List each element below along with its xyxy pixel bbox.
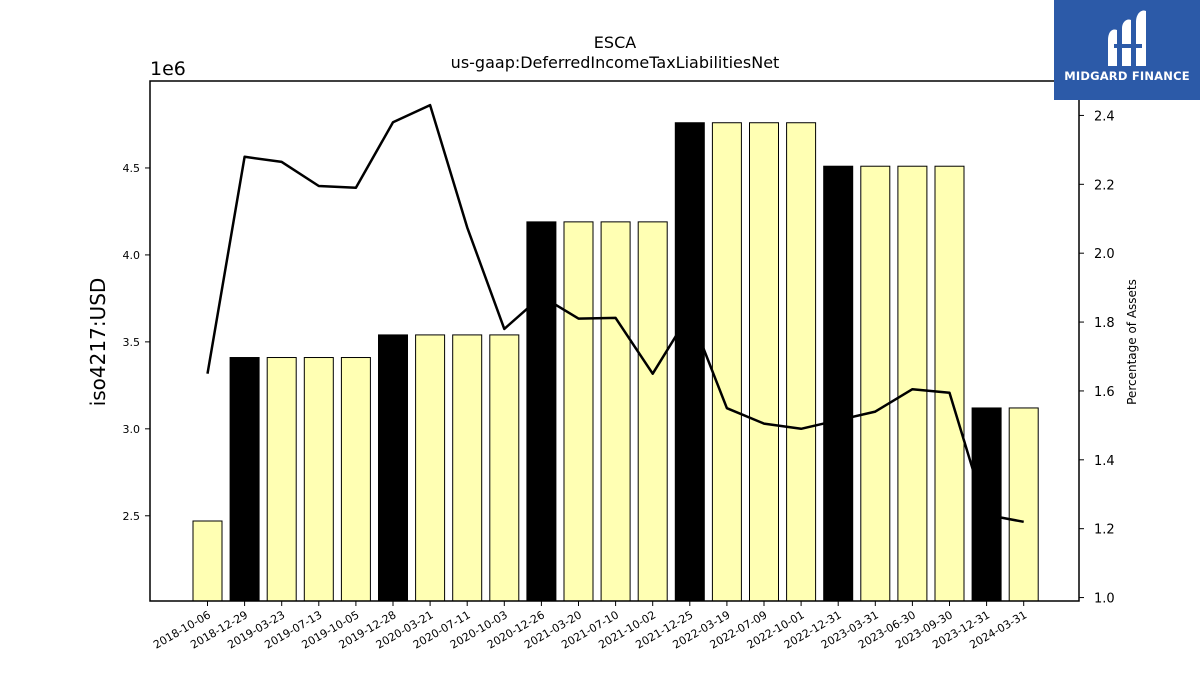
plot-frame [149,80,1080,602]
bar [452,334,483,602]
y-tick-label: 2.5 [123,510,141,523]
bar [563,221,594,602]
y-axis-label-right: Percentage of Assets [1125,279,1139,405]
logo-mark-icon [1108,10,1146,66]
y-right-tick-label: 1.6 [1094,385,1115,400]
y-right-tick-label: 1.2 [1094,523,1115,538]
logo-text: MIDGARD FINANCE [1064,69,1190,83]
bar [934,165,965,602]
y-right-tick-label: 2.0 [1094,247,1115,262]
bar [340,357,371,602]
bar [1008,407,1039,602]
bar [378,334,408,602]
chart-title: ESCA [594,33,636,52]
y-tick-label: 4.5 [123,162,141,175]
bar [489,334,520,602]
bar [415,334,446,602]
bar [192,520,223,602]
y-tick-label: 4.0 [123,249,141,262]
y-right-tick-label: 2.4 [1094,109,1115,124]
y-right-tick-label: 1.4 [1094,454,1115,469]
bar [229,357,260,602]
y-tick-label: 3.5 [123,336,141,349]
y-offset-text: 1e6 [150,58,186,80]
percentage-line [206,103,1024,524]
y-tick-label: 3.0 [123,423,141,436]
bar [303,357,334,602]
bar [971,407,1002,602]
chart-subtitle: us-gaap:DeferredIncomeTaxLiabilitiesNet [451,53,780,72]
y-right-tick-label: 1.8 [1094,316,1115,331]
y-right-tick-label: 2.2 [1094,178,1115,193]
y-right-tick-label: 1.0 [1094,592,1115,607]
bar [600,221,631,602]
bar [526,221,557,602]
bar [897,165,928,602]
bar [860,165,891,602]
bar [749,122,779,602]
bar [711,122,742,602]
bar [266,357,297,602]
midgard-finance-logo: MIDGARD FINANCE [1054,0,1200,100]
bar [637,221,668,602]
y-axis-label: iso4217:USD [86,278,110,407]
bar [823,165,854,602]
bar [786,122,817,602]
bar [674,122,705,602]
